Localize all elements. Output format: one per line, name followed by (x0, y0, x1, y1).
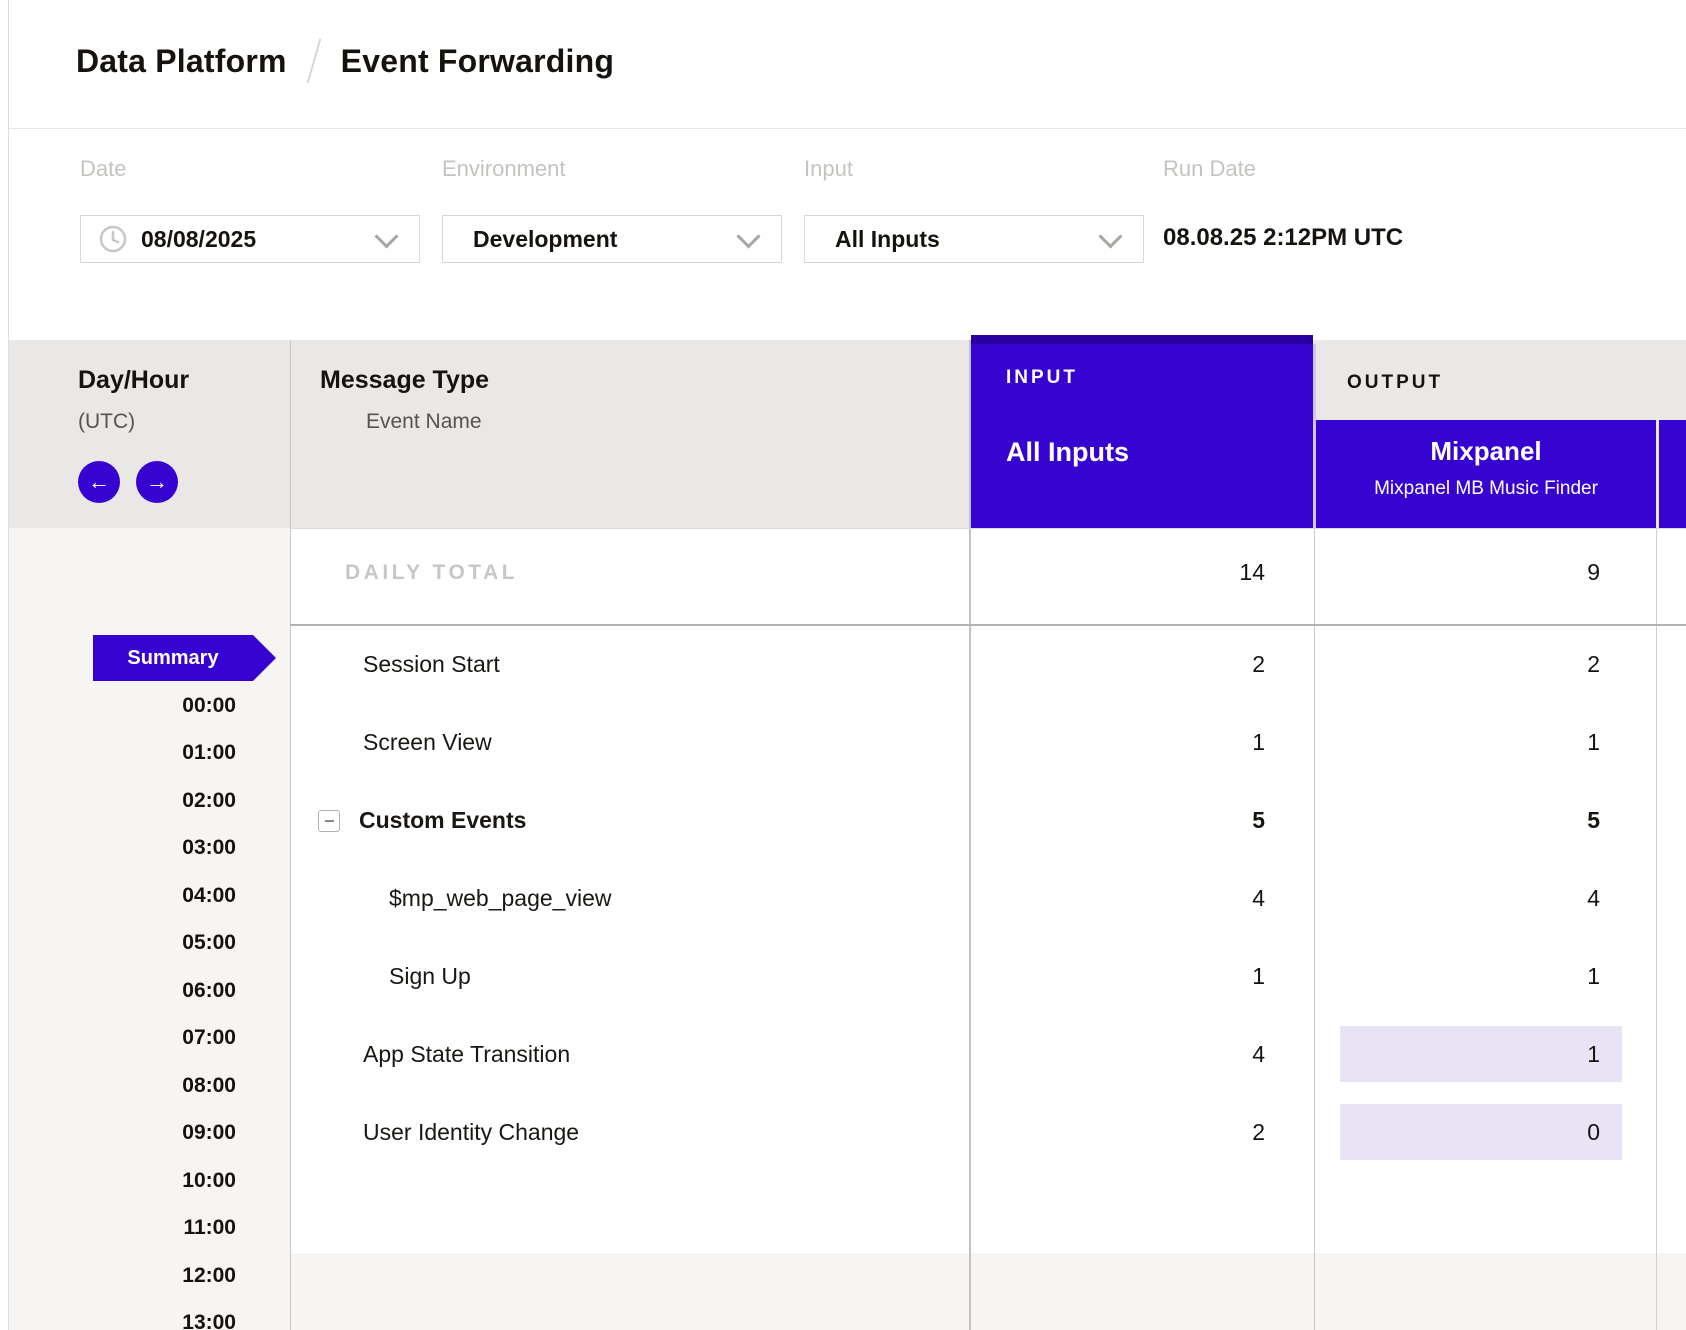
day-hour-header: Day/Hour (78, 366, 190, 394)
daily-total-separator (290, 624, 1686, 626)
hour-item[interactable]: 02:00 (182, 789, 236, 812)
sidebar-column-border (290, 340, 291, 1330)
row-input-value: 4 (1252, 1040, 1265, 1067)
hour-item[interactable]: 13:00 (182, 1311, 236, 1330)
hour-item[interactable]: 04:00 (182, 884, 236, 907)
arrow-left-icon: ← (88, 469, 110, 494)
breadcrumb-separator-icon (306, 38, 321, 84)
date-filter-label: Date (80, 156, 127, 181)
row-output-value: 5 (1587, 806, 1600, 833)
breadcrumb-section[interactable]: Data Platform (76, 42, 287, 79)
hour-item[interactable]: 05:00 (182, 931, 236, 954)
row-output-value-highlighted: 0 (1340, 1104, 1622, 1160)
chevron-down-icon (736, 223, 761, 249)
table-row[interactable]: $mp_web_page_view 4 4 (291, 859, 1686, 937)
table-row[interactable]: Session Start 2 2 (291, 625, 1686, 703)
environment-dropdown[interactable]: Development (442, 215, 782, 263)
input-column-header[interactable]: INPUT All Inputs (971, 335, 1313, 528)
clock-icon (99, 225, 127, 253)
row-input-value: 5 (1252, 806, 1265, 833)
output-second-column-border (1656, 528, 1657, 1330)
collapse-minus-icon[interactable] (318, 810, 340, 832)
daily-total-output-value: 9 (1587, 559, 1600, 585)
row-input-value: 1 (1252, 728, 1265, 755)
hour-item[interactable]: 06:00 (182, 979, 236, 1002)
row-output-value: 4 (1587, 884, 1600, 911)
page-left-rule (8, 0, 9, 1330)
output-column-header[interactable]: Mixpanel Mixpanel MB Music Finder (1316, 420, 1656, 528)
input-column-name: All Inputs (1006, 437, 1129, 467)
row-output-value: 2 (1587, 650, 1600, 677)
output-column-header-partial[interactable] (1659, 420, 1686, 528)
column-gap-strip (1313, 344, 1316, 528)
hour-item[interactable]: 09:00 (182, 1121, 236, 1144)
row-output-value-highlighted: 1 (1340, 1026, 1622, 1082)
row-input-value: 2 (1252, 650, 1265, 677)
day-hour-timezone: (UTC) (78, 410, 136, 433)
row-input-value: 1 (1252, 962, 1265, 989)
table-header-bottom-border (290, 528, 1686, 529)
hour-item[interactable]: 10:00 (182, 1169, 236, 1192)
daily-total-input-value: 14 (1239, 559, 1265, 585)
hour-item[interactable]: 03:00 (182, 836, 236, 859)
output-partner-name: Mixpanel (1430, 436, 1542, 466)
input-dropdown[interactable]: All Inputs (804, 215, 1144, 263)
output-partner-subtitle: Mixpanel MB Music Finder (1374, 478, 1598, 499)
row-output-value: 1 (1587, 962, 1600, 989)
summary-tab[interactable]: Summary (93, 635, 276, 681)
event-name-subheader: Event Name (366, 410, 482, 433)
daily-total-label: DAILY TOTAL (345, 561, 519, 584)
table-row[interactable]: Custom Events 5 5 (291, 781, 1686, 859)
chevron-down-icon (374, 223, 399, 249)
date-value: 08/08/2025 (141, 225, 257, 252)
row-input-value: 2 (1252, 1118, 1265, 1145)
run-date-label: Run Date (1163, 156, 1256, 181)
hour-item[interactable]: 08:00 (182, 1074, 236, 1097)
table-row[interactable]: Sign Up 1 1 (291, 937, 1686, 1015)
input-filter-label: Input (804, 156, 853, 181)
input-group-label: INPUT (1006, 367, 1078, 388)
run-date-value: 08.08.25 2:12PM UTC (1163, 224, 1404, 251)
row-label: Sign Up (389, 962, 471, 989)
chevron-down-icon (1098, 223, 1123, 249)
input-output-column-border (1314, 528, 1315, 1330)
table-footer-band (291, 1253, 1686, 1330)
row-label: Session Start (363, 650, 500, 677)
environment-filter-label: Environment (442, 156, 566, 181)
table-row[interactable]: Screen View 1 1 (291, 703, 1686, 781)
hour-item[interactable]: 12:00 (182, 1264, 236, 1287)
date-dropdown[interactable]: 08/08/2025 (80, 215, 420, 263)
input-value: All Inputs (835, 225, 940, 252)
input-column-accent-strip (971, 335, 1313, 344)
hour-item[interactable]: 07:00 (182, 1026, 236, 1049)
breadcrumb: Data Platform Event Forwarding (76, 38, 614, 84)
arrow-right-icon: → (146, 469, 168, 494)
row-label: $mp_web_page_view (389, 884, 612, 911)
message-input-column-border (969, 340, 971, 1330)
row-label: Screen View (363, 728, 492, 755)
next-day-button[interactable]: → (136, 461, 178, 503)
page-title: Event Forwarding (340, 42, 615, 79)
hour-item[interactable]: 00:00 (182, 694, 236, 717)
hour-item[interactable]: 11:00 (183, 1216, 236, 1239)
prev-day-button[interactable]: ← (78, 461, 120, 503)
environment-value: Development (473, 225, 618, 252)
row-label: App State Transition (363, 1040, 571, 1067)
message-type-header: Message Type (320, 366, 490, 394)
table-row[interactable]: User Identity Change 2 0 (291, 1093, 1686, 1171)
output-group-label: OUTPUT (1347, 372, 1444, 393)
header-divider (9, 128, 1686, 129)
hour-item[interactable]: 01:00 (182, 741, 236, 764)
row-input-value: 4 (1252, 884, 1265, 911)
table-row[interactable]: App State Transition 4 1 (291, 1015, 1686, 1093)
row-label: User Identity Change (363, 1118, 580, 1145)
row-label: Custom Events (359, 806, 527, 833)
row-output-value: 1 (1587, 728, 1600, 755)
